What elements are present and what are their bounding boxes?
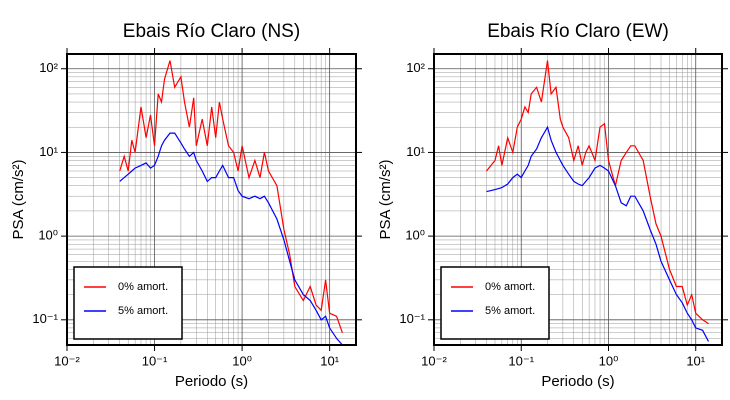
legend-label: 5% amort. [118, 305, 168, 317]
x-tick-label: 10⁻¹ [508, 353, 534, 368]
series-line [486, 125, 710, 342]
x-tick-label: 10⁻² [54, 353, 80, 368]
plot-frame [433, 53, 723, 346]
y-tick-label: 10¹ [39, 144, 58, 159]
series-line [486, 60, 709, 325]
chart-panel: Ebais Río Claro (EW) Periodo (s) PSA (cm/s… [377, 21, 728, 390]
y-tick-label: 10¹ [406, 144, 425, 159]
chart-title: Ebais Río Claro (NS) [123, 21, 300, 42]
legend-box [73, 266, 183, 340]
x-tick-label: 10¹ [686, 353, 705, 368]
x-tick-label: 10⁻¹ [142, 353, 168, 368]
y-tick-label: 10⁰ [405, 228, 425, 243]
chart-panel: Ebais Río Claro (NS) Periodo (s) PSA (cm/s… [10, 21, 362, 390]
legend-box [440, 266, 550, 340]
x-tick-label: 10⁻² [421, 353, 447, 368]
y-tick-label: 10² [39, 60, 58, 75]
x-tick-label: 10⁰ [232, 353, 252, 368]
y-tick-label: 10⁻¹ [399, 311, 425, 326]
y-tick-label: 10⁻¹ [32, 311, 58, 326]
x-tick-label: 10⁰ [599, 353, 619, 368]
y-tick-label: 10² [406, 60, 425, 75]
plot-frame [66, 53, 357, 346]
legend-label: 0% amort. [485, 281, 535, 293]
y-axis-label: PSA (cm/s²) [377, 159, 394, 239]
x-axis-label: Periodo (s) [541, 373, 614, 390]
x-tick-label: 10¹ [320, 353, 339, 368]
legend-label: 0% amort. [118, 281, 168, 293]
legend-label: 5% amort. [485, 305, 535, 317]
series-line [119, 60, 343, 333]
series-line [119, 132, 343, 346]
x-axis-label: Periodo (s) [175, 373, 248, 390]
y-tick-label: 10⁰ [38, 228, 58, 243]
chart-title: Ebais Río Claro (EW) [487, 21, 669, 42]
y-axis-label: PSA (cm/s²) [10, 159, 27, 239]
